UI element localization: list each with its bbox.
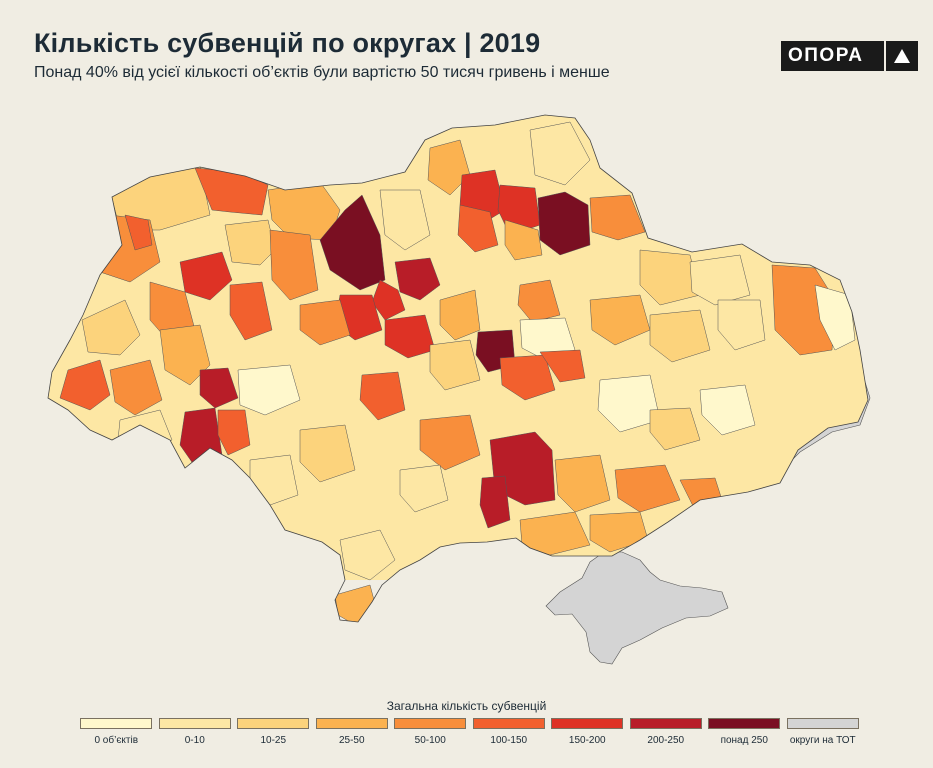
legend-item: 100-150 <box>470 718 549 746</box>
legend-item: 10-25 <box>234 718 313 746</box>
legend-item: 0 об’єктів <box>77 718 156 746</box>
legend-swatch <box>394 718 467 729</box>
legend-label: 0-10 <box>184 735 205 746</box>
legend-label: 50-100 <box>414 735 446 746</box>
legend-item: 150-200 <box>548 718 627 746</box>
legend-label: 0 об’єктів <box>94 735 139 746</box>
ukraine-outline <box>47 114 869 623</box>
legend-swatch <box>786 718 859 729</box>
legend-item: округи на ТОТ <box>784 718 863 746</box>
legend: 0 об’єктів 0-10 10-25 25-50 50-100 100-150 150… <box>77 718 862 746</box>
legend-swatch <box>158 718 231 729</box>
legend-item: 50-100 <box>391 718 470 746</box>
legend-swatch <box>472 718 545 729</box>
legend-item: 25-50 <box>313 718 392 746</box>
legend-swatch <box>315 718 388 729</box>
map-subtitle: Понад 40% від усієї кількості об’єктів б… <box>34 64 610 81</box>
legend-label: понад 250 <box>720 735 768 746</box>
opora-logo: ОПОРА <box>781 41 918 71</box>
legend-label: 25-50 <box>338 735 365 746</box>
legend-title: Загальна кількість субвенцій <box>386 699 547 713</box>
logo-divider <box>884 41 886 71</box>
legend-label: округи на ТОТ <box>789 735 856 746</box>
legend-item: 200-250 <box>627 718 706 746</box>
legend-label: 100-150 <box>490 735 528 746</box>
legend-swatch <box>80 718 153 729</box>
legend-swatch <box>629 718 702 729</box>
legend-item: понад 250 <box>705 718 784 746</box>
legend-item: 0-10 <box>156 718 235 746</box>
triangle-icon <box>886 48 918 64</box>
legend-label: 200-250 <box>647 735 685 746</box>
map-title: Кількість субвенцій по округах | 2019 <box>34 28 541 58</box>
district-polygons <box>48 115 868 622</box>
logo-text: ОПОРА <box>788 45 864 66</box>
legend-label: 10-25 <box>260 735 287 746</box>
legend-label: 150-200 <box>568 735 606 746</box>
legend-swatch <box>708 718 781 729</box>
legend-swatch <box>551 718 624 729</box>
legend-swatch <box>237 718 310 729</box>
